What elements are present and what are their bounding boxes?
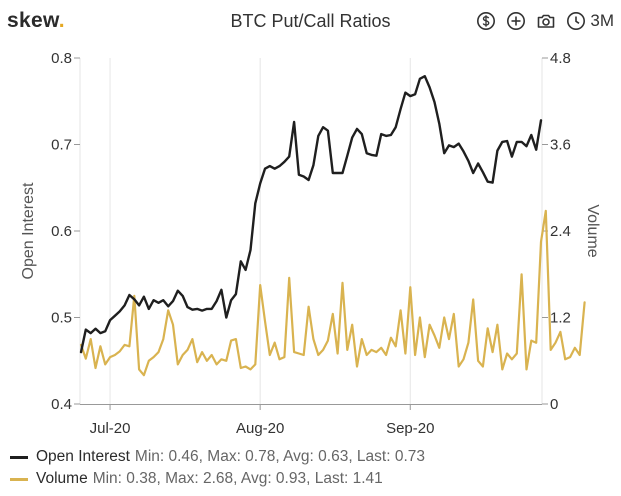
x-tick-label: Sep-20 bbox=[386, 420, 434, 437]
y-tick-label-right: 3.6 bbox=[550, 137, 571, 154]
plus-icon[interactable] bbox=[506, 11, 526, 31]
chart-header: skew. BTC Put/Call Ratios 3M bbox=[0, 0, 621, 42]
x-tick-label: Jul-20 bbox=[90, 420, 131, 437]
legend-swatch-volume bbox=[10, 477, 28, 481]
dollar-icon[interactable] bbox=[476, 11, 496, 31]
series-line-open-interest bbox=[79, 74, 543, 354]
range-label: 3M bbox=[590, 11, 614, 30]
legend-item-volume[interactable]: Volume Min: 0.38, Max: 2.68, Avg: 0.93, … bbox=[10, 468, 610, 490]
chart-area: Jul-20 Aug-20 Sep-20 0.4 0.5 0.6 0.7 0.8 0 1.2 2… bbox=[20, 50, 601, 437]
chart-toolbar: 3M bbox=[476, 9, 614, 33]
y-tick-label-left: 0.4 bbox=[51, 396, 72, 413]
y-tick-label-left: 0.6 bbox=[51, 223, 72, 240]
x-ticks: Jul-20 Aug-20 Sep-20 bbox=[90, 404, 434, 437]
y-tick-label-right: 1.2 bbox=[550, 310, 571, 327]
logo-text: skew bbox=[7, 9, 59, 32]
legend: Open Interest Min: 0.46, Max: 0.78, Avg:… bbox=[10, 446, 610, 490]
legend-label: Open Interest bbox=[36, 448, 130, 465]
y-tick-label-left: 0.5 bbox=[51, 310, 72, 327]
y-axis-title-left: Open Interest bbox=[20, 182, 37, 280]
logo-dot: . bbox=[58, 9, 65, 32]
range-selector[interactable]: 3M bbox=[566, 11, 614, 31]
legend-item-open-interest[interactable]: Open Interest Min: 0.46, Max: 0.78, Avg:… bbox=[10, 446, 610, 468]
y-ticks-right: 0 1.2 2.4 3.6 4.8 bbox=[542, 50, 571, 413]
clock-icon bbox=[567, 12, 586, 30]
y-tick-label-right: 0 bbox=[550, 396, 558, 413]
camera-icon[interactable] bbox=[536, 11, 556, 31]
y-tick-label-right: 2.4 bbox=[550, 223, 571, 240]
y-tick-label-right: 4.8 bbox=[550, 50, 571, 67]
y-tick-label-left: 0.7 bbox=[51, 137, 72, 154]
chart-title: BTC Put/Call Ratios bbox=[230, 11, 391, 31]
series-layer bbox=[79, 74, 586, 377]
legend-stats: Min: 0.38, Max: 2.68, Avg: 0.93, Last: 1… bbox=[92, 470, 383, 487]
grid-lines bbox=[79, 58, 543, 404]
y-ticks-left: 0.4 0.5 0.6 0.7 0.8 bbox=[51, 50, 80, 413]
legend-swatch-open-interest bbox=[10, 455, 28, 459]
y-axis-title-right: Volume bbox=[584, 204, 601, 257]
legend-stats: Min: 0.46, Max: 0.78, Avg: 0.63, Last: 0… bbox=[134, 448, 426, 465]
x-tick-label: Aug-20 bbox=[236, 420, 284, 437]
legend-label: Volume bbox=[36, 470, 88, 487]
series-line-volume bbox=[79, 209, 586, 377]
skew-logo[interactable]: skew. bbox=[7, 9, 65, 33]
y-tick-label-left: 0.8 bbox=[51, 50, 72, 67]
